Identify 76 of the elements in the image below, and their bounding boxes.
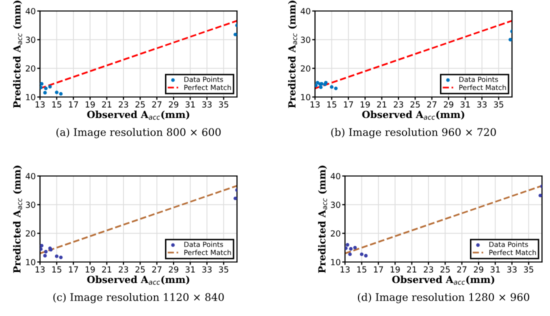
x-tick-label: 23: [118, 101, 128, 108]
x-tick-label: 21: [407, 266, 416, 272]
x-tick-label: 21: [102, 266, 112, 272]
x-axis-title: Observed A$_{acc}$(mm): [392, 276, 494, 285]
x-tick-label: 35: [524, 266, 534, 273]
y-tick-label: 20: [330, 230, 340, 237]
y-tick-label: 10: [301, 94, 310, 100]
x-tick-label: 21: [377, 101, 386, 108]
x-tick-label: 25: [410, 101, 420, 108]
x-tick-label: 13: [36, 266, 45, 273]
x-tick-label: 33: [202, 101, 212, 108]
x-tick-label: 31: [460, 101, 470, 108]
text: (b) Image resolution 960 × 720: [331, 128, 496, 138]
x-tick-label: 23: [118, 266, 128, 273]
x-tick-label: 27: [427, 101, 436, 108]
x-tick-label: 25: [135, 266, 145, 273]
y-axis-title: Predicted A$_{acc}$ (mm): [13, 0, 22, 108]
x-tick-label: 35: [218, 266, 228, 273]
x-tick-label: 31: [186, 101, 195, 108]
x-tick-label: 27: [457, 266, 466, 272]
x-tick-label: 15: [52, 266, 62, 273]
y-axis-title: Predicted A$_{acc}$ (mm): [318, 166, 328, 273]
x-tick-label: 19: [360, 101, 370, 108]
x-tick-label: 15: [357, 266, 366, 273]
y-axis-title: Predicted A$_{acc}$ (mm): [288, 0, 298, 108]
x-tick-label: 19: [86, 266, 95, 273]
x-tick-label: 17: [344, 101, 353, 108]
text: (d) Image resolution 1280 × 960: [358, 292, 530, 304]
x-tick-label: 23: [394, 101, 404, 108]
text: (c) Image resolution 1120 × 840: [53, 292, 224, 304]
x-tick-label: 13: [310, 101, 320, 108]
x-axis-title: Observed A$_{acc}$(mm): [87, 110, 190, 120]
y-tick-label: 10: [331, 258, 340, 266]
x-tick-label: 15: [52, 101, 62, 108]
x-tick-label: 13: [36, 101, 45, 108]
x-tick-label: 25: [135, 101, 145, 108]
y-tick-label: 40: [330, 172, 340, 180]
x-tick-label: 33: [477, 101, 487, 108]
x-tick-label: 29: [474, 266, 484, 273]
y-tick-label: 20: [26, 65, 36, 72]
y-tick-label: 30: [330, 202, 340, 208]
y-tick-label: 40: [300, 8, 310, 14]
y-tick-label: 30: [300, 36, 310, 43]
y-tick-label: 30: [26, 202, 36, 208]
x-tick-label: 19: [86, 101, 95, 108]
x-tick-label: 29: [444, 101, 454, 108]
x-tick-label: 33: [507, 266, 517, 273]
x-tick-label: 17: [69, 266, 78, 272]
x-tick-label: 23: [424, 266, 434, 273]
y-tick-label: 20: [300, 65, 310, 72]
x-tick-label: 17: [374, 266, 383, 272]
y-axis-title: Predicted A$_{acc}$ (mm): [13, 166, 22, 273]
x-tick-label: 27: [152, 101, 162, 108]
x-tick-label: 33: [202, 266, 212, 273]
x-tick-label: 13: [340, 266, 350, 273]
x-tick-label: 31: [186, 266, 195, 273]
y-tick-label: 30: [26, 36, 36, 43]
x-axis-title: Observed A$_{acc}$(mm): [87, 276, 190, 285]
x-tick-label: 21: [102, 101, 112, 108]
y-tick-label: 40: [26, 172, 36, 180]
x-tick-label: 15: [327, 101, 336, 108]
x-tick-label: 27: [152, 266, 162, 272]
y-tick-label: 20: [26, 230, 36, 237]
y-tick-label: 10: [26, 94, 36, 100]
x-tick-label: 25: [440, 266, 450, 273]
x-tick-label: 35: [494, 101, 504, 108]
x-tick-label: 29: [168, 266, 178, 273]
y-tick-label: 40: [26, 8, 36, 14]
x-tick-label: 31: [490, 266, 500, 273]
x-tick-label: 35: [218, 101, 228, 108]
x-tick-label: 29: [168, 101, 178, 108]
x-axis-title: Observed A$_{acc}$(mm): [362, 110, 464, 120]
text: (a) Image resolution 800 × 600: [56, 128, 221, 138]
x-tick-label: 17: [69, 101, 78, 108]
y-tick-label: 10: [26, 258, 36, 266]
x-tick-label: 19: [390, 266, 400, 273]
